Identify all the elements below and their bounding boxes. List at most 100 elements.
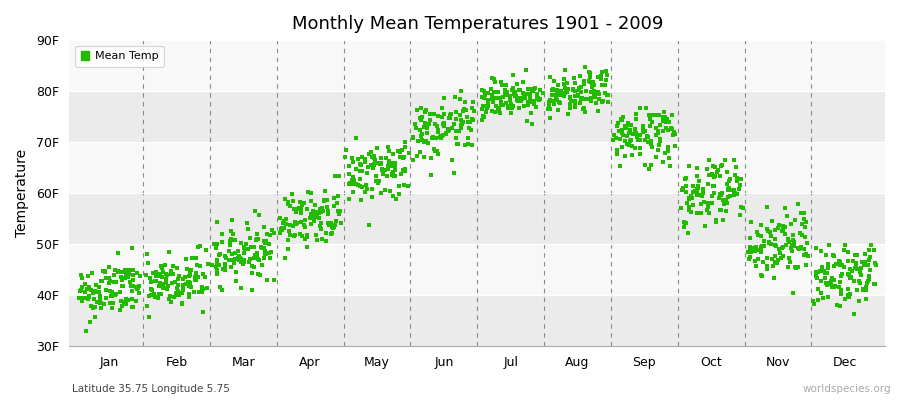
Point bbox=[205, 262, 220, 268]
Point bbox=[410, 106, 424, 113]
Point bbox=[705, 192, 719, 199]
Point bbox=[451, 141, 465, 148]
Point bbox=[454, 122, 468, 129]
Point bbox=[697, 186, 711, 192]
Point bbox=[842, 294, 857, 300]
Point bbox=[248, 252, 262, 259]
Point bbox=[124, 295, 139, 302]
Point bbox=[684, 193, 698, 200]
Point bbox=[308, 202, 322, 208]
Point bbox=[859, 287, 873, 294]
Point bbox=[522, 95, 536, 102]
Point bbox=[512, 105, 526, 111]
Point bbox=[743, 254, 758, 260]
Point bbox=[338, 147, 353, 153]
Point bbox=[77, 295, 92, 302]
Point bbox=[89, 298, 104, 305]
Point bbox=[126, 267, 140, 273]
Point bbox=[247, 244, 261, 250]
Point bbox=[92, 284, 106, 290]
Point bbox=[233, 255, 248, 262]
Point bbox=[171, 276, 185, 282]
Point bbox=[846, 311, 860, 317]
Point bbox=[283, 222, 297, 228]
Point bbox=[485, 75, 500, 81]
Point bbox=[210, 261, 224, 267]
Point bbox=[346, 176, 361, 183]
Point bbox=[823, 279, 837, 286]
Point bbox=[580, 96, 594, 102]
Point bbox=[796, 221, 810, 228]
Point bbox=[858, 251, 872, 257]
Point bbox=[561, 86, 575, 92]
Point bbox=[157, 285, 171, 291]
Point bbox=[195, 270, 210, 277]
Point bbox=[668, 131, 682, 137]
Point bbox=[679, 220, 693, 226]
Point bbox=[304, 221, 319, 228]
Point bbox=[222, 242, 237, 248]
Point bbox=[178, 281, 193, 287]
Point bbox=[742, 255, 756, 262]
Point bbox=[253, 272, 267, 278]
Point bbox=[364, 162, 378, 168]
Point bbox=[630, 134, 644, 140]
Point bbox=[112, 289, 127, 296]
Point bbox=[395, 147, 410, 154]
Point bbox=[131, 285, 146, 292]
Point bbox=[811, 269, 825, 276]
Point bbox=[250, 236, 265, 243]
Point bbox=[778, 224, 792, 230]
Point bbox=[385, 171, 400, 178]
Point bbox=[436, 121, 450, 128]
Point bbox=[447, 120, 462, 127]
Point bbox=[587, 88, 601, 94]
Point bbox=[760, 204, 775, 211]
Point bbox=[845, 258, 859, 264]
Point bbox=[801, 253, 815, 260]
Point bbox=[494, 98, 508, 105]
Point bbox=[158, 271, 173, 277]
Point bbox=[531, 97, 545, 104]
Point bbox=[862, 276, 877, 282]
Point bbox=[726, 156, 741, 163]
Point bbox=[509, 81, 524, 88]
Point bbox=[500, 92, 515, 99]
Point bbox=[456, 106, 471, 112]
Point bbox=[526, 86, 541, 92]
Point bbox=[257, 238, 272, 244]
Point bbox=[80, 296, 94, 302]
Point bbox=[756, 259, 770, 265]
Point bbox=[677, 219, 691, 226]
Point bbox=[143, 279, 157, 286]
Point bbox=[375, 165, 390, 172]
Point bbox=[353, 176, 367, 182]
Point bbox=[281, 236, 295, 243]
Point bbox=[702, 210, 716, 216]
Point bbox=[82, 294, 96, 301]
Point bbox=[342, 163, 356, 169]
Point bbox=[314, 205, 328, 211]
Point bbox=[553, 92, 567, 98]
Point bbox=[175, 301, 189, 307]
Point bbox=[290, 205, 304, 212]
Point bbox=[648, 112, 662, 118]
Point bbox=[184, 267, 198, 273]
Point bbox=[720, 181, 734, 187]
Point bbox=[328, 218, 343, 224]
Point bbox=[169, 265, 184, 271]
Point bbox=[139, 272, 153, 278]
Point bbox=[238, 241, 253, 248]
Point bbox=[275, 225, 290, 232]
Point bbox=[151, 295, 166, 302]
Point bbox=[638, 162, 652, 168]
Point bbox=[188, 255, 202, 261]
Point bbox=[129, 298, 143, 304]
Point bbox=[504, 110, 518, 116]
Point bbox=[784, 245, 798, 251]
Point bbox=[862, 247, 877, 253]
Point bbox=[111, 250, 125, 256]
Point bbox=[176, 286, 190, 293]
Point bbox=[489, 103, 503, 109]
Point bbox=[769, 242, 783, 249]
